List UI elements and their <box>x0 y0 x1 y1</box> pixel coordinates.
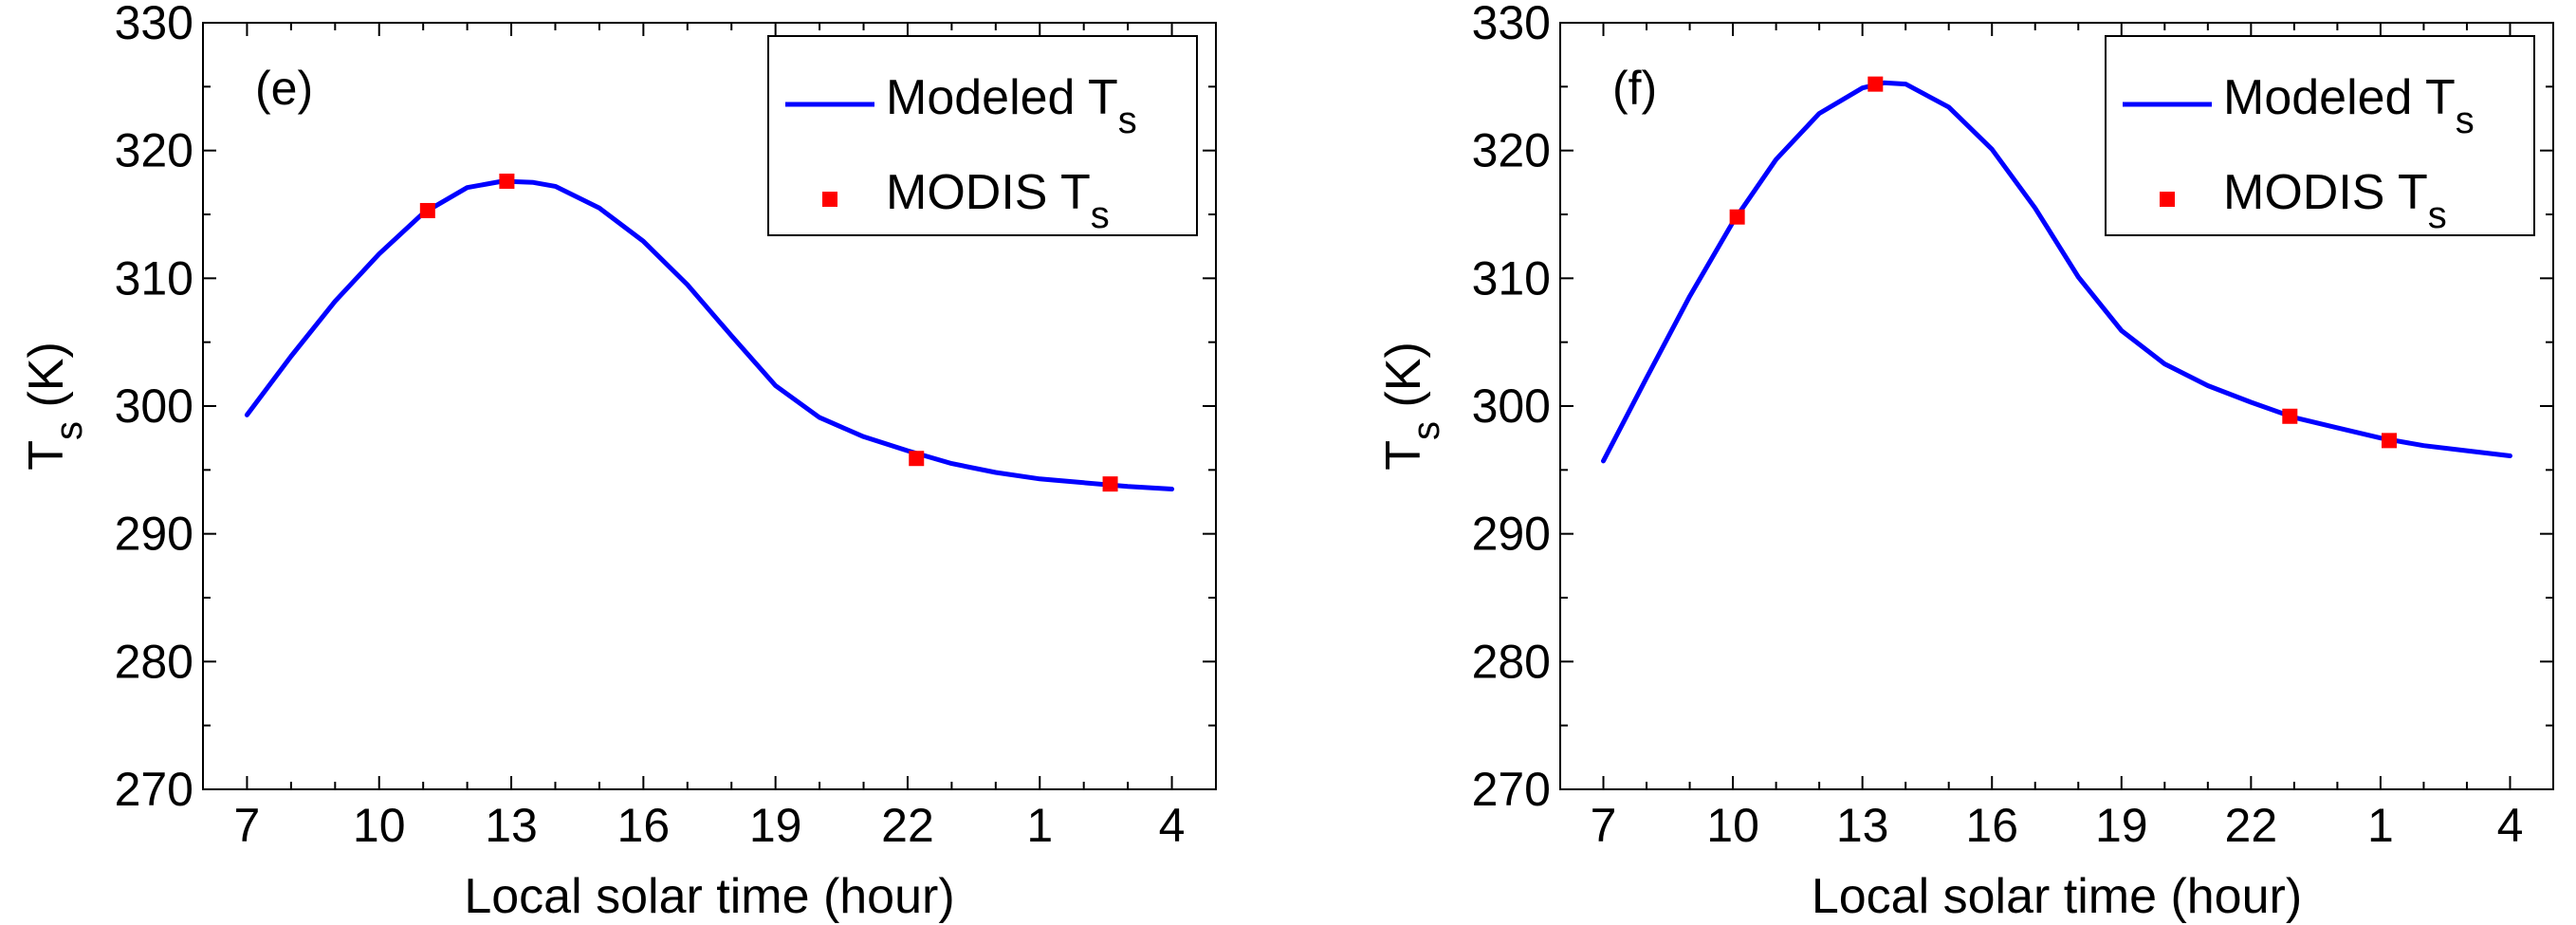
legend-entry: Modeled Ts <box>886 70 1137 141</box>
modis-data-point <box>1102 476 1118 492</box>
modis-data-point <box>2282 408 2298 424</box>
y-tick-label: 330 <box>115 0 193 49</box>
y-axis-label-subscript: s <box>48 421 90 440</box>
modis-data-point <box>1729 209 1745 225</box>
x-tick-label: 22 <box>2225 799 2278 852</box>
y-axis-label-base: T <box>1376 440 1431 471</box>
modis-data-point <box>2382 433 2398 449</box>
legend-entry: Modeled Ts <box>2223 70 2475 141</box>
y-tick-label: 300 <box>1472 379 1551 433</box>
x-tick-label: 16 <box>617 799 671 852</box>
y-tick-label: 310 <box>115 251 193 305</box>
y-tick-label: 280 <box>1472 635 1551 688</box>
legend-entry-subscript: s <box>2428 194 2447 236</box>
x-tick-label: 19 <box>749 799 802 852</box>
y-axis-label-unit: (K) <box>19 342 74 421</box>
panel-label: (f) <box>1612 62 1657 115</box>
x-tick-label: 16 <box>1965 799 2018 852</box>
modis-data-point <box>909 451 925 467</box>
y-tick-label: 310 <box>1472 251 1551 305</box>
y-tick-label: 290 <box>115 508 193 561</box>
legend-entry-label: Modeled T <box>2223 70 2456 125</box>
x-tick-label: 13 <box>485 799 538 852</box>
legend-box <box>767 35 1198 236</box>
x-axis-label: Local solar time (hour) <box>464 869 954 924</box>
legend-box <box>2105 35 2535 236</box>
legend-entry-subscript: s <box>1091 194 1110 236</box>
legend-entry-label: MODIS T <box>886 165 1091 220</box>
x-tick-label: 1 <box>2367 799 2394 852</box>
x-tick-label: 4 <box>1159 799 1186 852</box>
y-tick-label: 300 <box>115 379 193 433</box>
x-axis-label: Local solar time (hour) <box>1812 869 2302 924</box>
legend-entry-label: MODIS T <box>2223 165 2428 220</box>
y-tick-label: 320 <box>115 124 193 177</box>
chart-panel-f: 270 280 290 300 310 320 330 7 10 13 16 19 22 1 4 Local … <box>1376 0 2554 924</box>
legend-marker-swatch <box>822 192 837 207</box>
legend-entry: MODIS Ts <box>886 165 1110 236</box>
x-tick-label: 7 <box>234 799 261 852</box>
chart-panel-e: 270 280 290 300 310 320 330 7 10 13 16 19 22 1 4 Local … <box>19 0 1217 924</box>
modis-data-point <box>1868 76 1884 92</box>
modeled-ts-line <box>1601 80 2512 464</box>
y-tick-label: 320 <box>1472 124 1551 177</box>
y-axis-label-base: T <box>19 440 74 471</box>
y-tick-label: 280 <box>115 635 193 688</box>
x-tick-label: 19 <box>2095 799 2148 852</box>
legend-entry-subscript: s <box>2456 100 2475 141</box>
legend-entry-subscript: s <box>1118 100 1137 141</box>
x-tick-label: 13 <box>1836 799 1889 852</box>
modeled-ts-line <box>244 178 1175 491</box>
y-tick-label: 330 <box>1472 0 1551 49</box>
x-tick-label: 22 <box>881 799 934 852</box>
x-tick-label: 10 <box>353 799 406 852</box>
x-tick-label: 10 <box>1706 799 1759 852</box>
legend-entry-label: Modeled T <box>886 70 1118 125</box>
y-axis-label-unit: (K) <box>1376 342 1431 421</box>
y-axis-label: Ts (K) <box>1376 342 1447 471</box>
x-tick-label: 7 <box>1591 799 1617 852</box>
modis-data-point <box>499 173 515 189</box>
y-tick-label: 270 <box>1472 763 1551 816</box>
y-axis-label: Ts (K) <box>19 342 90 471</box>
y-tick-label: 270 <box>115 763 193 816</box>
y-axis-label-subscript: s <box>1406 421 1447 440</box>
legend-entry: MODIS Ts <box>2223 165 2447 236</box>
modis-data-point <box>419 202 435 218</box>
x-tick-label: 1 <box>1026 799 1053 852</box>
panel-label: (e) <box>255 62 313 115</box>
legend-marker-swatch <box>2160 192 2175 207</box>
x-tick-label: 4 <box>2497 799 2524 852</box>
y-tick-label: 290 <box>1472 508 1551 561</box>
